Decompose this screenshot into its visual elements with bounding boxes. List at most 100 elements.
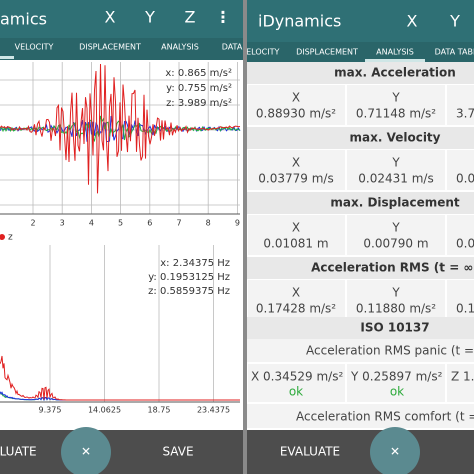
left-screen: amics X Y Z ⋮ VELOCITY DISPLACEMENT ANAL… bbox=[0, 0, 243, 474]
right-screen: iDynamics X Y VELOCITY DISPLACEMENT ANAL… bbox=[241, 0, 474, 474]
x-label: 14.0625 bbox=[88, 406, 121, 415]
value: 0.1 bbox=[456, 302, 474, 316]
x-label: 9 bbox=[235, 219, 240, 228]
subtitle: Acceleration RMS panic (t = 1 bbox=[306, 344, 474, 358]
tab[interactable]: ANALYSIS bbox=[376, 48, 414, 57]
axis-name: Y bbox=[391, 91, 400, 105]
title: amics bbox=[0, 10, 47, 29]
time-chart: 2 3 4 5 6 7 8 9 bbox=[0, 62, 241, 228]
analysis-sections: max. Acceleration X 0.88930 m/s² Y 0.71148 m… bbox=[247, 62, 474, 320]
save-button[interactable]: SAVE bbox=[162, 445, 193, 459]
reading: y: 0.1953125 Hz bbox=[148, 272, 230, 283]
iso-status: ok bbox=[390, 385, 404, 399]
tab[interactable]: DISPLACEMENT bbox=[296, 48, 358, 57]
tab-indicator bbox=[365, 59, 425, 62]
section-title: Acceleration RMS (t = ∞) bbox=[311, 261, 474, 275]
section-title: max. Acceleration bbox=[334, 66, 456, 80]
legend: z bbox=[8, 233, 13, 243]
cell bbox=[447, 215, 474, 255]
action[interactable]: X bbox=[105, 8, 116, 27]
iso-value: Z 1. bbox=[451, 370, 474, 384]
section-title: max. Displacement bbox=[330, 196, 460, 210]
fft-chart: 9.375 14.0625 18.75 23.4375 bbox=[0, 245, 240, 415]
section-header bbox=[247, 317, 474, 339]
cell bbox=[347, 280, 445, 320]
section-header bbox=[247, 192, 474, 214]
action[interactable]: Y bbox=[449, 12, 460, 31]
cell bbox=[447, 85, 474, 125]
cell bbox=[447, 280, 474, 320]
tab[interactable]: DATA TABL bbox=[435, 48, 474, 57]
tab[interactable]: DATA bbox=[222, 43, 243, 52]
value: 0.71148 m/s² bbox=[356, 107, 436, 121]
section-header bbox=[247, 62, 474, 84]
legend-dot bbox=[0, 234, 5, 240]
value: 0.0 bbox=[456, 172, 474, 186]
value: 0.88930 m/s² bbox=[256, 107, 336, 121]
value: 0.0 bbox=[456, 237, 474, 251]
evaluate-button[interactable]: EVALUATE bbox=[280, 445, 340, 459]
reading: y: 0.755 m/s² bbox=[166, 83, 232, 94]
axis-name: Y bbox=[391, 221, 400, 235]
reading: x: 2.34375 Hz bbox=[160, 258, 230, 269]
menu[interactable]: ⋮ bbox=[215, 8, 231, 27]
cell bbox=[347, 150, 445, 190]
signal-trace bbox=[0, 63, 241, 194]
value: 0.11880 m/s² bbox=[356, 302, 436, 316]
x-label: 7 bbox=[176, 219, 181, 228]
value: 0.00790 m bbox=[363, 237, 428, 251]
cell bbox=[248, 150, 345, 190]
x-label: 5 bbox=[118, 219, 123, 228]
tab[interactable]: VELOCITY bbox=[241, 48, 280, 57]
cell bbox=[248, 85, 345, 125]
axis-name: X bbox=[292, 221, 300, 235]
x-label: 3 bbox=[60, 219, 65, 228]
axis-name: X bbox=[292, 91, 300, 105]
section-header bbox=[247, 257, 474, 279]
section-title: ISO 10137 bbox=[360, 321, 429, 335]
fab[interactable] bbox=[61, 427, 111, 474]
x-label: 9.375 bbox=[39, 406, 62, 415]
cell bbox=[248, 280, 345, 320]
reading: z: 0.5859375 Hz bbox=[148, 286, 230, 297]
fab-icon[interactable]: ✕ bbox=[390, 445, 400, 459]
row bbox=[247, 339, 474, 362]
action[interactable]: Y bbox=[144, 8, 155, 27]
axis-name: Y bbox=[391, 286, 400, 300]
axis-name: Y bbox=[391, 156, 400, 170]
subtitle: Acceleration RMS comfort (t = 1 bbox=[296, 410, 474, 424]
fab[interactable] bbox=[370, 427, 420, 474]
value: 0.02431 m/s bbox=[358, 172, 433, 186]
action[interactable]: X bbox=[407, 12, 418, 31]
section-header bbox=[247, 127, 474, 149]
cell bbox=[248, 364, 345, 402]
fab-icon[interactable]: ✕ bbox=[81, 445, 91, 459]
x-label: 18.75 bbox=[148, 406, 171, 415]
x-label: 23.4375 bbox=[197, 406, 230, 415]
cell bbox=[447, 150, 474, 190]
tab-bar bbox=[0, 38, 243, 60]
cell bbox=[347, 364, 445, 402]
iso-value: X 0.34529 m/s² bbox=[251, 370, 343, 384]
title: iDynamics bbox=[258, 12, 341, 31]
x-label: 8 bbox=[206, 219, 211, 228]
spectrum-trace bbox=[0, 355, 240, 401]
reading: x: 0.865 m/s² bbox=[165, 68, 232, 79]
tab[interactable]: VELOCITY bbox=[15, 43, 54, 52]
axis-name: X bbox=[292, 286, 300, 300]
iso-value: Y 0.25897 m/s² bbox=[350, 370, 443, 384]
section-title: max. Velocity bbox=[350, 131, 441, 145]
evaluate-button[interactable]: ALUATE bbox=[0, 445, 37, 459]
tab[interactable]: DISPLACEMENT bbox=[79, 43, 141, 52]
cell bbox=[347, 85, 445, 125]
axis-name: X bbox=[292, 156, 300, 170]
action[interactable]: Z bbox=[185, 8, 196, 27]
cell bbox=[447, 364, 474, 402]
iso-status: ok bbox=[289, 385, 303, 399]
tab[interactable]: ANALYSIS bbox=[161, 43, 199, 52]
cell bbox=[347, 215, 445, 255]
x-label: 4 bbox=[89, 219, 94, 228]
reading: z: 3.989 m/s² bbox=[166, 98, 232, 109]
